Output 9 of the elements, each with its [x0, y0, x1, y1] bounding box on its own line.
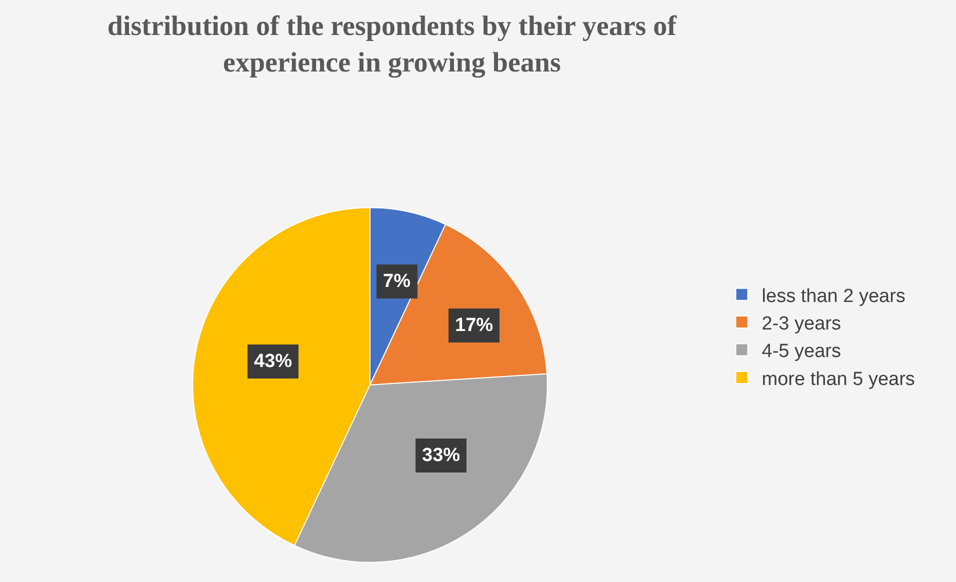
legend-label: 2-3 years — [762, 313, 841, 334]
data-label: 17% — [455, 315, 494, 336]
legend-label: 4-5 years — [762, 341, 841, 362]
chart-title: distribution of the respondents by their years of experience in growing beans — [107, 10, 678, 78]
legend-label: less than 2 years — [762, 286, 906, 307]
data-label: 43% — [254, 351, 292, 372]
data-label: 7% — [383, 271, 411, 292]
legend-label: more than 5 years — [762, 368, 915, 390]
data-label: 33% — [422, 445, 460, 466]
